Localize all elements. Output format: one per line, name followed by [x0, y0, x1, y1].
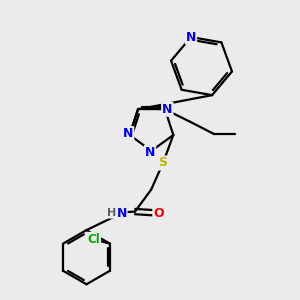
Text: N: N	[145, 146, 155, 159]
Text: S: S	[158, 157, 167, 169]
Text: N: N	[162, 103, 172, 116]
Text: O: O	[153, 206, 164, 220]
Text: N: N	[117, 206, 127, 220]
Text: H: H	[107, 208, 116, 218]
Text: N: N	[186, 31, 196, 44]
Text: Cl: Cl	[87, 233, 100, 246]
Text: N: N	[123, 127, 133, 140]
